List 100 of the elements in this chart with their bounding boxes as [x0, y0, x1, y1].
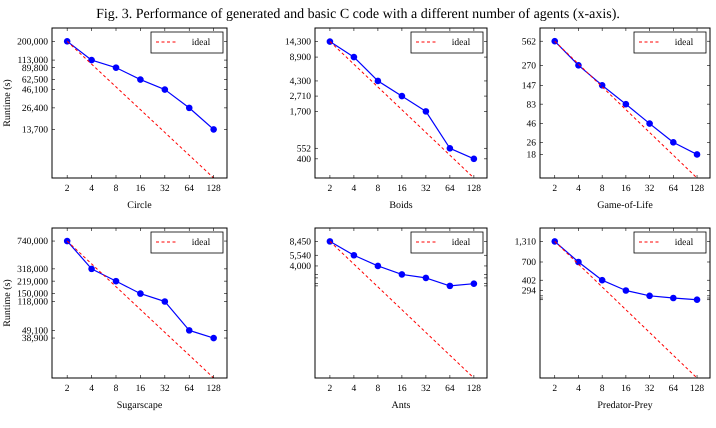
y-tick-label: 26 — [526, 138, 536, 148]
point — [350, 252, 358, 259]
y-tick-label: 89,800 — [22, 64, 48, 74]
x-tick-label: 4 — [576, 384, 582, 394]
x-tick-label: 64 — [668, 184, 678, 194]
x-tick-label: 64 — [184, 384, 194, 394]
x-tick-label: 32 — [421, 384, 431, 394]
y-tick-label: 2,710 — [290, 92, 312, 102]
y-tick-label: 83 — [526, 100, 536, 110]
point — [374, 78, 382, 84]
x-tick-label: 8 — [114, 184, 119, 194]
y-tick-label: 38,900 — [22, 334, 48, 344]
y-tick-label: 294 — [522, 286, 536, 297]
legend-label: ideal — [192, 38, 211, 48]
y-tick-label: 5,540 — [290, 251, 312, 262]
point — [670, 139, 677, 146]
y-tick-label: 4,000 — [290, 262, 312, 272]
x-tick-label: 32 — [160, 184, 170, 194]
x-tick-label: 64 — [445, 384, 455, 394]
y-tick-label: 46 — [526, 120, 536, 130]
y-tick-label: 26,400 — [22, 104, 48, 114]
y-tick-label: 402 — [522, 276, 536, 286]
point — [210, 126, 217, 133]
y-tick-label: 740,000 — [17, 237, 48, 248]
y-tick-label: 118,000 — [17, 298, 48, 308]
y-tick-label: 13,700 — [22, 126, 48, 136]
x-tick-label: 32 — [644, 384, 655, 394]
x-axis-title: Circle — [127, 200, 152, 211]
point — [398, 271, 406, 278]
point — [88, 266, 95, 272]
point — [598, 276, 606, 284]
x-tick-label: 16 — [136, 184, 146, 194]
x-axis-title: Ants — [392, 400, 411, 411]
point — [622, 100, 630, 108]
x-tick-label: 16 — [621, 184, 631, 194]
legend-label: ideal — [674, 238, 694, 248]
y-tick-label: 62,500 — [22, 76, 48, 86]
point — [598, 82, 606, 89]
x-axis-title: Boids — [389, 200, 413, 211]
y-tick-label: 147 — [522, 81, 536, 92]
x-tick-label: 8 — [600, 184, 605, 194]
x-tick-label: 64 — [445, 184, 455, 194]
x-tick-label: 4 — [576, 184, 582, 194]
x-tick-label: 128 — [690, 384, 704, 394]
point — [112, 278, 120, 284]
point — [350, 54, 358, 60]
point — [446, 282, 454, 290]
point — [470, 156, 478, 162]
x-tick-label: 16 — [397, 384, 407, 394]
point — [622, 287, 630, 294]
x-tick-label: 8 — [376, 384, 381, 394]
point — [88, 56, 95, 64]
x-tick-label: 4 — [352, 384, 357, 394]
x-tick-label: 2 — [64, 184, 70, 194]
x-tick-label: 128 — [206, 184, 222, 194]
y-tick-label: 1,310 — [514, 238, 536, 248]
x-tick-label: 16 — [136, 384, 146, 394]
x-tick-label: 4 — [352, 184, 357, 194]
x-tick-label: 2 — [328, 384, 333, 394]
y-tick-label: 4,300 — [290, 77, 312, 88]
y-tick-label: 8,900 — [290, 53, 312, 64]
x-axis-title: Predator-Prey — [597, 400, 653, 411]
legend-label: ideal — [192, 238, 211, 248]
x-tick-label: 8 — [114, 384, 119, 394]
point — [422, 108, 430, 115]
y-tick-label: 318,000 — [17, 265, 48, 275]
point — [694, 296, 700, 304]
point — [137, 290, 144, 297]
x-tick-label: 16 — [397, 184, 407, 194]
y-tick-label: 14,300 — [284, 38, 312, 48]
y-tick-label: 219,000 — [17, 277, 48, 288]
y-tick-label: 400 — [296, 154, 312, 165]
x-tick-label: 128 — [466, 184, 482, 194]
point — [137, 76, 144, 83]
x-tick-label: 8 — [376, 184, 381, 194]
x-tick-label: 8 — [600, 384, 605, 394]
y-tick-label: 270 — [522, 61, 536, 72]
point — [162, 298, 168, 305]
y-tick-label: 8,450 — [290, 238, 312, 248]
point — [422, 274, 430, 282]
x-tick-label: 32 — [421, 184, 431, 194]
point — [186, 104, 193, 112]
x-tick-label: 64 — [668, 384, 678, 394]
legend-label: ideal — [674, 38, 694, 48]
point — [646, 120, 653, 127]
point — [64, 238, 70, 244]
point — [112, 64, 120, 71]
y-tick-label: 18 — [526, 150, 536, 161]
point — [446, 144, 454, 152]
y-tick-label: 46,100 — [22, 86, 48, 96]
y-tick-label: 1,700 — [290, 108, 312, 118]
x-tick-label: 2 — [552, 184, 558, 194]
point — [398, 92, 406, 100]
point — [470, 280, 478, 287]
x-tick-label: 32 — [160, 384, 170, 394]
x-axis-title: Sugarscape — [116, 400, 163, 411]
x-tick-label: 128 — [206, 384, 222, 394]
y-tick-label: 200,000 — [17, 37, 48, 48]
point — [694, 151, 700, 158]
legend-label: ideal — [452, 38, 471, 48]
